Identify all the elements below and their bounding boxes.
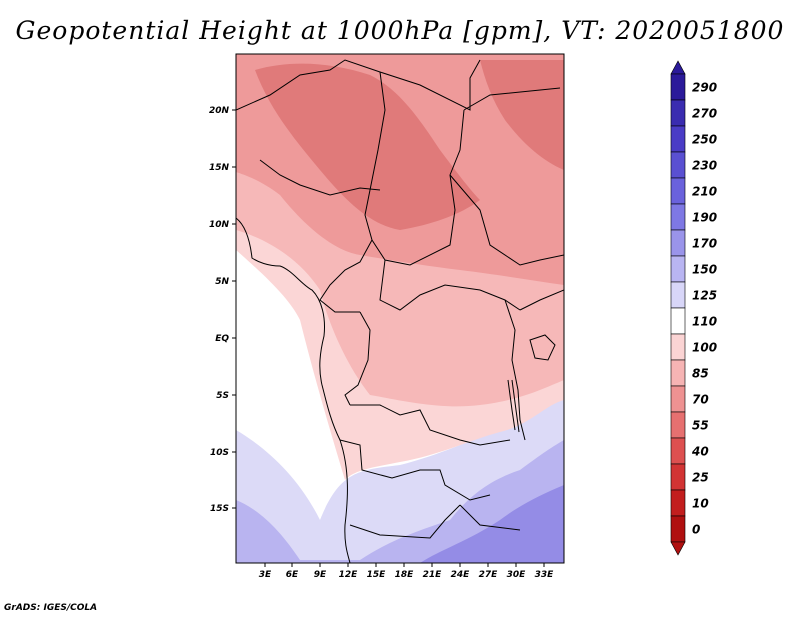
colorbar-label: 125	[692, 289, 717, 303]
colorbar-label: 70	[692, 393, 709, 407]
colorbar-swatch	[670, 177, 686, 205]
colorbar-swatch	[670, 463, 686, 491]
colorbar-bottom-arrow	[670, 541, 686, 556]
colorbar-label: 150	[692, 263, 717, 277]
border-sudan	[449, 87, 564, 266]
colorbar-swatch	[670, 359, 686, 387]
border-sahara	[236, 59, 481, 111]
grads-credit: GrADS: IGES/COLA	[4, 603, 98, 613]
border-car	[379, 259, 521, 311]
lake-tanganyika	[507, 379, 520, 433]
colorbar-swatch	[670, 307, 686, 335]
colorbar-label: 270	[692, 107, 717, 121]
lat-axis: 20N 15N 10N 5N EQ 5S 10S 15S	[209, 106, 236, 514]
colorbar-label: 55	[692, 419, 709, 433]
colorbar: 2902702502302101901701501251101008570554…	[670, 60, 717, 556]
lon-label: 27E	[479, 570, 499, 580]
height-field	[236, 54, 564, 563]
colorbar-swatch	[670, 411, 686, 439]
colorbar-swatch	[670, 385, 686, 413]
colorbar-swatch	[670, 489, 686, 517]
colorbar-swatch	[670, 255, 686, 283]
field-high-ne	[480, 60, 564, 170]
border-namibia	[349, 504, 521, 539]
lat-label: 5S	[216, 391, 229, 401]
lon-label: 24E	[451, 570, 471, 580]
lon-label: 21E	[423, 570, 443, 580]
lon-label: 12E	[339, 570, 359, 580]
colorbar-swatch	[670, 151, 686, 179]
colorbar-swatch	[670, 73, 686, 101]
lat-label: 15S	[210, 504, 229, 514]
lon-label: 33E	[535, 570, 555, 580]
colorbar-swatch	[670, 281, 686, 309]
colorbar-swatch	[670, 203, 686, 231]
lon-label: 9E	[314, 570, 327, 580]
colorbar-swatch	[670, 125, 686, 153]
lon-label: 18E	[395, 570, 415, 580]
border-drc-south	[350, 404, 511, 446]
lon-label: 3E	[259, 570, 272, 580]
colorbar-label: 25	[692, 471, 709, 485]
colorbar-swatch	[670, 99, 686, 127]
border-angola	[339, 439, 491, 501]
colorbar-label: 170	[692, 237, 717, 251]
field-high	[255, 63, 480, 231]
lat-label: 10N	[209, 220, 230, 230]
lat-label: 10S	[210, 448, 229, 458]
colorbar-label: 40	[691, 445, 709, 459]
border-mali	[259, 159, 381, 196]
lon-label: 6E	[286, 570, 299, 580]
map-title: Geopotential Height at 1000hPa [gpm], VT…	[15, 16, 785, 45]
colorbar-top-arrow	[670, 60, 686, 75]
lon-label: 15E	[367, 570, 387, 580]
colorbar-label: 100	[692, 341, 717, 355]
colorbar-label: 110	[692, 315, 717, 329]
borders	[236, 59, 564, 563]
border-congo	[344, 311, 371, 406]
coastline	[236, 217, 351, 563]
colorbar-label: 10	[692, 497, 709, 511]
field-neg3	[420, 485, 564, 563]
colorbar-swatch	[670, 437, 686, 465]
map-frame	[235, 53, 565, 564]
colorbar-label: 210	[692, 185, 717, 199]
lat-label: 5N	[215, 277, 229, 287]
colorbar-swatch	[670, 515, 686, 543]
colorbar-label: 290	[692, 81, 717, 95]
colorbar-label: 0	[692, 523, 700, 537]
colorbar-swatch	[670, 229, 686, 257]
lat-label: 15N	[209, 163, 230, 173]
lon-axis: 3E 6E 9E 12E 15E 18E 21E 24E 27E 30E 33E	[259, 563, 554, 580]
lat-label: 20N	[209, 106, 230, 116]
lat-label: EQ	[215, 334, 229, 344]
colorbar-label: 250	[692, 133, 717, 147]
colorbar-label: 230	[692, 159, 717, 173]
colorbar-swatch	[670, 333, 686, 361]
border-cameroon	[319, 239, 373, 313]
lake-victoria	[529, 334, 556, 361]
border-east	[504, 289, 564, 441]
colorbar-label: 85	[692, 367, 709, 381]
colorbar-label: 190	[692, 211, 717, 225]
lon-label: 30E	[507, 570, 527, 580]
